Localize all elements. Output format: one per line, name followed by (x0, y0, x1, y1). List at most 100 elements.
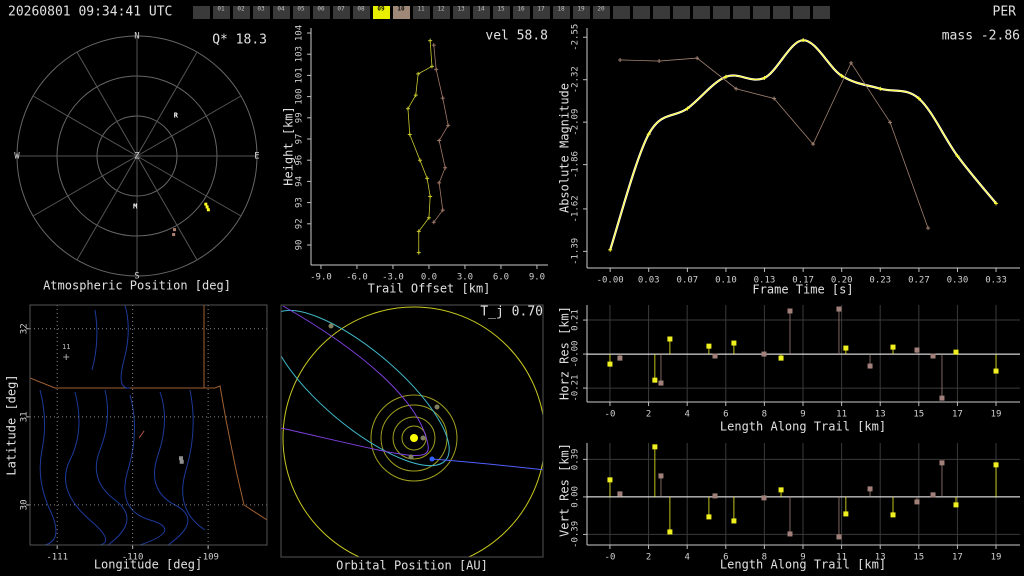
annotation: T_j 0.70 (480, 305, 543, 320)
point-marker (772, 96, 777, 101)
x-tick-label: 2 (646, 553, 651, 563)
y-axis-label: Absolute Magnitude (558, 83, 572, 213)
point-marker (695, 56, 700, 61)
tab (273, 6, 290, 19)
x-tick-label: 11 (836, 410, 847, 420)
x-tick-label: 6.0 (493, 273, 509, 283)
x-tick-label: -110 (122, 553, 144, 563)
tab (573, 6, 590, 19)
x-tick-label: 19 (991, 410, 1002, 420)
y-tick-label: 104 (295, 25, 305, 41)
river (65, 391, 107, 545)
station-code: PER (993, 5, 1017, 20)
orbit-path (281, 305, 429, 457)
river (95, 389, 128, 545)
point-marker (416, 71, 421, 76)
tab (473, 6, 490, 19)
annotation: mass -2.86 (942, 29, 1020, 44)
x-tick-label: 15 (913, 553, 924, 563)
x-axis-label: Longitude [deg] (94, 558, 202, 572)
point-marker (429, 64, 434, 69)
station-label: R (174, 112, 179, 120)
point-marker (914, 347, 920, 353)
x-tick-label: 11 (836, 553, 847, 563)
point-marker (878, 86, 883, 91)
sky-point (206, 208, 210, 212)
tab (693, 6, 710, 19)
tab (533, 6, 550, 19)
x-tick-label: -0 (605, 410, 616, 420)
y-tick-label: -0.21 (571, 375, 581, 402)
point-marker (926, 226, 931, 231)
polar-spoke (32, 95, 138, 157)
tab-label: 18 (557, 6, 565, 13)
tab-label: 07 (337, 6, 345, 13)
point-marker (440, 96, 445, 101)
point-marker (712, 353, 718, 359)
x-axis-label: Length Along Trail [km] (720, 420, 886, 434)
tab-label: 04 (277, 6, 285, 13)
earth (429, 456, 435, 462)
x-tick-label: 3.0 (457, 273, 473, 283)
y-axis-label: Horz Res [km] (558, 306, 572, 400)
orbit-frame (280, 304, 544, 558)
sky-point (173, 228, 177, 232)
point-marker (652, 444, 658, 450)
tab (673, 6, 690, 19)
direction-label: S (134, 272, 139, 282)
series-line (609, 39, 997, 251)
point-marker (446, 123, 451, 128)
tab-label: 02 (237, 6, 245, 13)
timestamp: 20260801 09:34:41 UTC (8, 5, 172, 20)
x-tick-label: 0.10 (715, 276, 737, 286)
polar-spoke (136, 155, 198, 261)
tab (653, 6, 670, 19)
tab (773, 6, 790, 19)
point-marker (652, 377, 658, 383)
polar-spoke (76, 155, 138, 261)
point-marker (416, 250, 421, 255)
tab-label: 12 (437, 6, 445, 13)
point-marker (955, 153, 960, 158)
river (120, 305, 131, 389)
x-tick-label: 2 (646, 410, 651, 420)
y-tick-label: 97 (295, 134, 305, 145)
station-label: 11 (62, 343, 70, 351)
y-tick-label: -0.39 (571, 521, 581, 548)
point-marker (778, 355, 784, 361)
tab-label: 06 (317, 6, 325, 13)
point-marker (761, 351, 767, 357)
orbit-path (431, 458, 543, 471)
point-marker (867, 486, 873, 492)
polar-spoke (136, 95, 242, 157)
x-tick-label: 0.30 (947, 276, 969, 286)
tab (453, 6, 470, 19)
x-tick-label: 17 (952, 410, 963, 420)
orbit-diagram (281, 305, 543, 557)
annotation: vel 58.8 (485, 29, 548, 44)
y-tick-label: -1.62 (571, 195, 581, 222)
point-marker (416, 229, 421, 234)
planet (328, 323, 334, 329)
tab (333, 6, 350, 19)
zenith-label: Z (134, 152, 140, 162)
tab-label: 01 (217, 6, 225, 13)
river (124, 394, 166, 545)
point-marker (646, 132, 651, 137)
tab-label: 05 (297, 6, 305, 13)
point-marker (179, 459, 184, 464)
x-tick-label: 13 (875, 553, 886, 563)
polar-spoke (76, 51, 138, 157)
x-axis-label: Trail Offset [km] (368, 282, 491, 296)
point-marker (617, 491, 623, 497)
direction-label: N (134, 32, 139, 42)
point-marker (712, 493, 718, 499)
y-tick-label: 32 (20, 323, 30, 334)
point-marker (667, 529, 673, 535)
point-marker (930, 492, 936, 498)
y-tick-label: -0.00 (571, 341, 581, 368)
x-tick-label: 15 (913, 410, 924, 420)
point-marker (417, 158, 422, 163)
